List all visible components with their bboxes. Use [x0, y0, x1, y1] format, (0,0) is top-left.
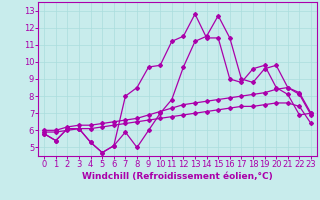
X-axis label: Windchill (Refroidissement éolien,°C): Windchill (Refroidissement éolien,°C): [82, 172, 273, 181]
